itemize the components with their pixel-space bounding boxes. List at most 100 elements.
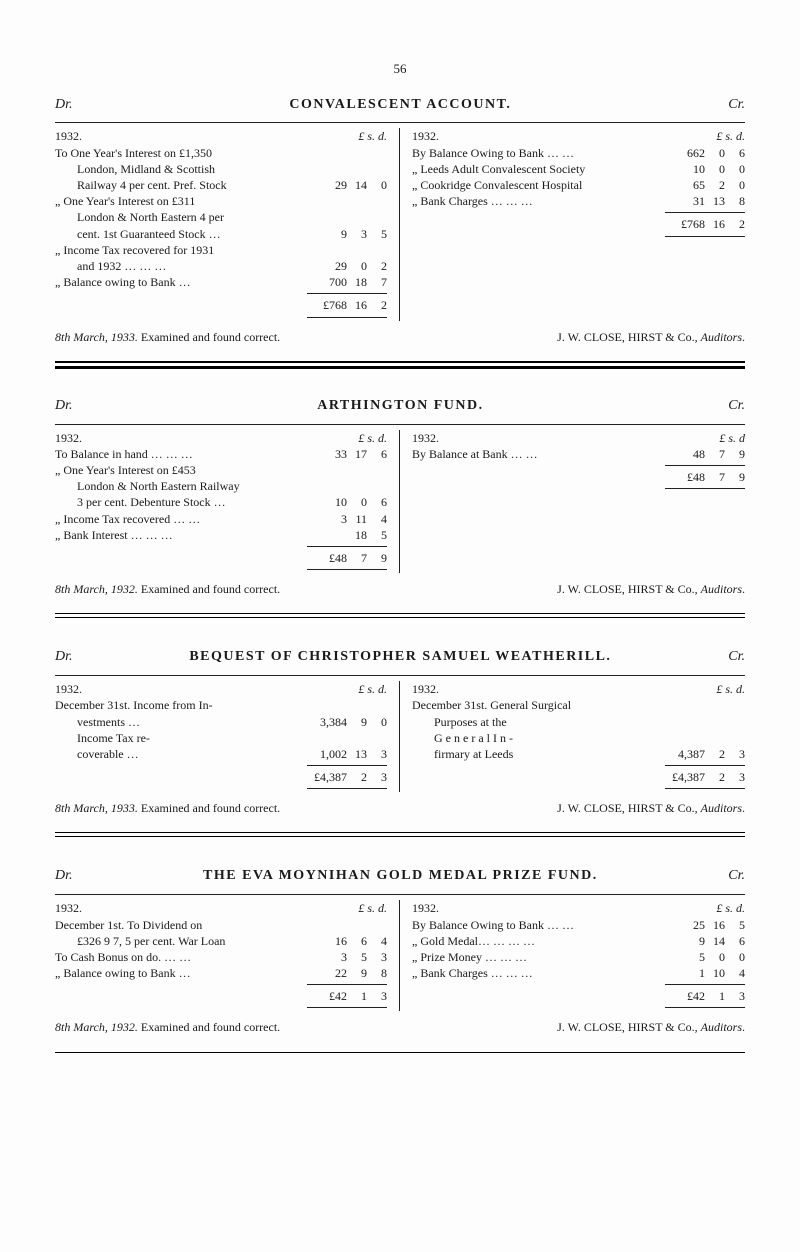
- cr-label: Cr.: [728, 867, 745, 886]
- lsd-header: £ s. d.: [358, 128, 387, 144]
- entry-desc: By Balance Owing to Bank … …: [412, 145, 670, 161]
- lsd-header: £ s. d.: [716, 681, 745, 697]
- total-amount: £4879: [312, 550, 387, 566]
- year-label: 1932.: [55, 681, 358, 697]
- entry-desc: „ Income Tax recovered … …: [55, 511, 312, 527]
- entry-desc: „ Bank Charges … … …: [412, 193, 670, 209]
- amount: 700187: [312, 274, 387, 290]
- entry-desc: firmary at Leeds: [412, 746, 670, 762]
- entry-desc: and 1932 … … …: [55, 258, 312, 274]
- examined-note: 8th March, 1932. Examined and found corr…: [55, 1019, 280, 1035]
- lsd-header: £ s. d: [719, 430, 745, 446]
- entry-desc: By Balance Owing to Bank … …: [412, 917, 670, 933]
- amount: 1104: [670, 965, 745, 981]
- auditors-note: J. W. CLOSE, HIRST & Co., Auditors.: [557, 329, 745, 345]
- amount: 9146: [670, 933, 745, 949]
- total-amount: £4,38723: [670, 769, 745, 785]
- total-amount: £4213: [312, 988, 387, 1004]
- entry-desc: „ Leeds Adult Convalescent Society: [412, 161, 670, 177]
- amount: 935: [312, 226, 387, 242]
- amount: 1006: [312, 494, 387, 510]
- dr-label: Dr.: [55, 397, 73, 416]
- auditors-note: J. W. CLOSE, HIRST & Co., Auditors.: [557, 581, 745, 597]
- lsd-header: £ s. d.: [358, 900, 387, 916]
- entry-desc: Railway 4 per cent. Pref. Stock: [55, 177, 312, 193]
- entry-desc: To Cash Bonus on do. … …: [55, 949, 312, 965]
- total-amount: £4213: [670, 988, 745, 1004]
- year-label: 1932.: [412, 900, 716, 916]
- auditors-note: J. W. CLOSE, HIRST & Co., Auditors.: [557, 1019, 745, 1035]
- section-title: CONVALESCENT ACCOUNT.: [73, 96, 729, 115]
- examined-note: 8th March, 1933. Examined and found corr…: [55, 329, 280, 345]
- total-amount: £768162: [670, 216, 745, 232]
- amount: 33176: [312, 446, 387, 462]
- entry-desc: „ One Year's Interest on £453: [55, 462, 312, 478]
- section-title: ARTHINGTON FUND.: [73, 397, 729, 416]
- total-amount: £768162: [312, 297, 387, 313]
- entry-desc: Purposes at the: [412, 714, 670, 730]
- amount: 66206: [670, 145, 745, 161]
- year-label: 1932.: [55, 128, 358, 144]
- entry-desc: cent. 1st Guaranteed Stock …: [55, 226, 312, 242]
- entry-desc: „ Cookridge Convalescent Hospital: [412, 177, 670, 193]
- lsd-header: £ s. d.: [716, 900, 745, 916]
- amount: 25165: [670, 917, 745, 933]
- total-amount: £4,38723: [312, 769, 387, 785]
- amount: 2902: [312, 258, 387, 274]
- entry-desc: Income Tax re-: [55, 730, 312, 746]
- entry-desc: December 31st. General Surgical: [412, 697, 670, 713]
- entry-desc: „ One Year's Interest on £311: [55, 193, 312, 209]
- section-title: BEQUEST OF CHRISTOPHER SAMUEL WEATHERILL…: [73, 648, 729, 667]
- dr-label: Dr.: [55, 96, 73, 115]
- amount: 31138: [670, 193, 745, 209]
- examined-note: 8th March, 1933. Examined and found corr…: [55, 800, 280, 816]
- page-number: 56: [55, 60, 745, 78]
- entry-desc: To Balance in hand … … …: [55, 446, 312, 462]
- dr-label: Dr.: [55, 648, 73, 667]
- amount: 6520: [670, 177, 745, 193]
- year-label: 1932.: [55, 900, 358, 916]
- lsd-header: £ s. d.: [358, 430, 387, 446]
- entry-desc: „ Gold Medal… … … …: [412, 933, 670, 949]
- entry-desc: December 1st. To Dividend on: [55, 917, 312, 933]
- year-label: 1932.: [412, 430, 719, 446]
- entry-desc: „ Prize Money … … …: [412, 949, 670, 965]
- amount: 29140: [312, 177, 387, 193]
- amount: 3,38490: [312, 714, 387, 730]
- entry-desc: G e n e r a l I n -: [412, 730, 670, 746]
- entry-desc: „ Balance owing to Bank …: [55, 274, 312, 290]
- amount: 4,38723: [670, 746, 745, 762]
- entry-desc: 3 per cent. Debenture Stock …: [55, 494, 312, 510]
- entry-desc: London & North Eastern Railway: [55, 478, 312, 494]
- amount: 4879: [670, 446, 745, 462]
- entry-desc: coverable …: [55, 746, 312, 762]
- entry-desc: December 31st. Income from In-: [55, 697, 312, 713]
- examined-note: 8th March, 1932. Examined and found corr…: [55, 581, 280, 597]
- amount: 3114: [312, 511, 387, 527]
- entry-desc: „ Income Tax recovered for 1931: [55, 242, 312, 258]
- amount: 2298: [312, 965, 387, 981]
- entry-desc: „ Balance owing to Bank …: [55, 965, 312, 981]
- amount: 500: [670, 949, 745, 965]
- entry-desc: £326 9 7, 5 per cent. War Loan: [55, 933, 312, 949]
- lsd-header: £ s. d.: [358, 681, 387, 697]
- cr-label: Cr.: [728, 96, 745, 115]
- cr-label: Cr.: [728, 397, 745, 416]
- auditors-note: J. W. CLOSE, HIRST & Co., Auditors.: [557, 800, 745, 816]
- dr-label: Dr.: [55, 867, 73, 886]
- amount: 1,002133: [312, 746, 387, 762]
- year-label: 1932.: [412, 681, 716, 697]
- amount: 1664: [312, 933, 387, 949]
- amount: 353: [312, 949, 387, 965]
- entry-desc: vestments …: [55, 714, 312, 730]
- entry-desc: By Balance at Bank … …: [412, 446, 670, 462]
- year-label: 1932.: [412, 128, 716, 144]
- total-amount: £4879: [670, 469, 745, 485]
- cr-label: Cr.: [728, 648, 745, 667]
- entry-desc: To One Year's Interest on £1,350: [55, 145, 312, 161]
- section-title: THE EVA MOYNIHAN GOLD MEDAL PRIZE FUND.: [73, 867, 729, 886]
- entry-desc: „ Bank Interest … … …: [55, 527, 312, 543]
- lsd-header: £ s. d.: [716, 128, 745, 144]
- year-label: 1932.: [55, 430, 358, 446]
- amount: 185: [312, 527, 387, 543]
